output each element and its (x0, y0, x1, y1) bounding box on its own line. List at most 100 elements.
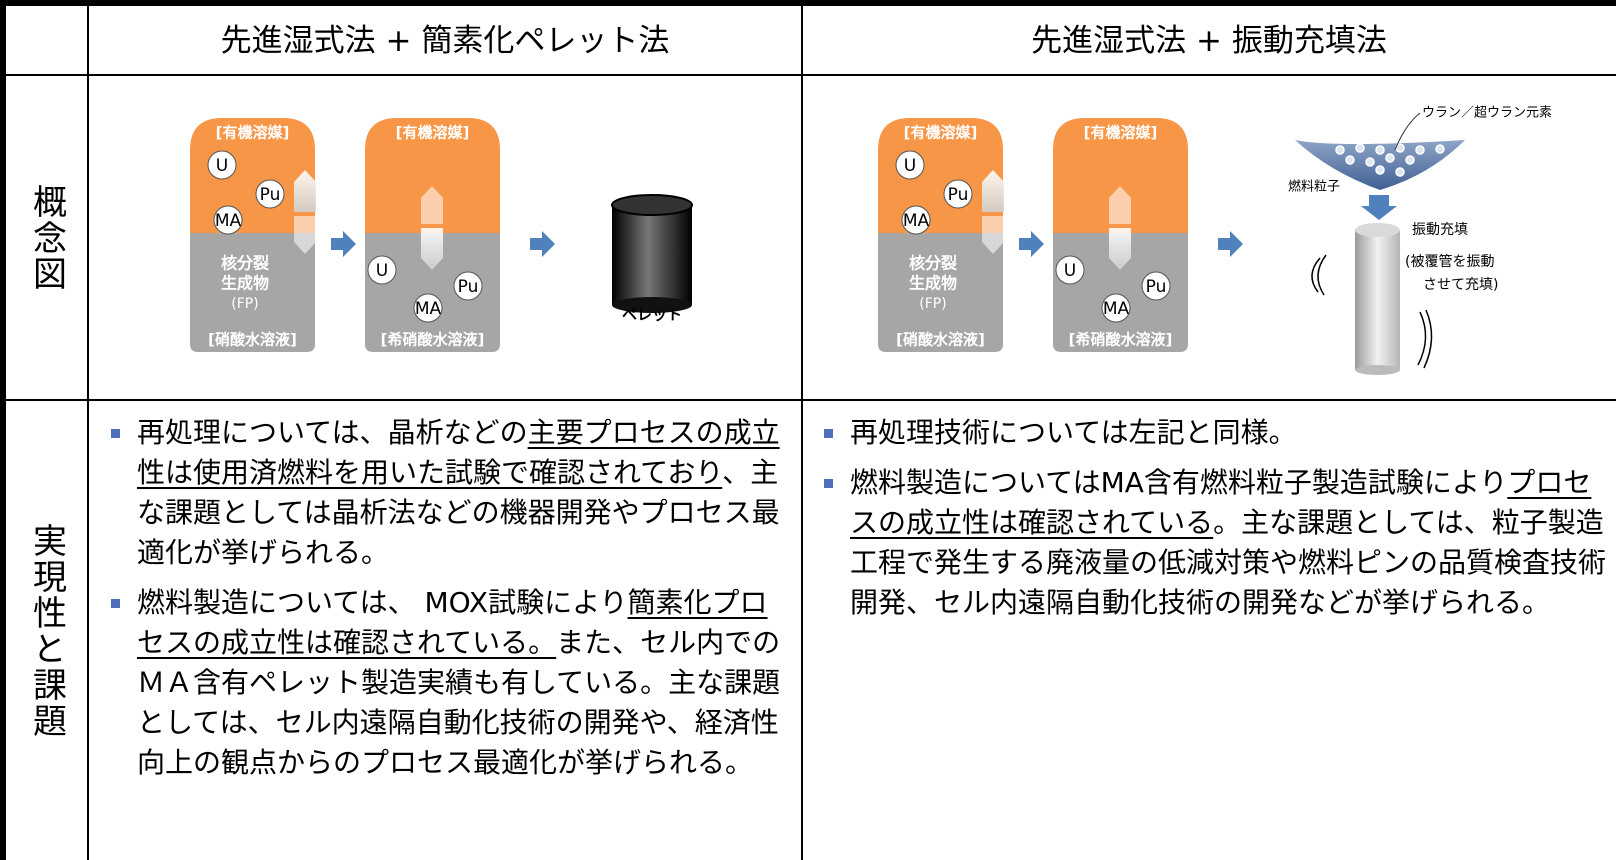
bullet-item: 再処理技術については左記と同様。 (818, 413, 1608, 453)
column-header: 先進湿式法 + 振動充填法 (1031, 23, 1387, 59)
fuel-particle (1385, 153, 1395, 163)
label: 振動充填 (1412, 222, 1468, 238)
element-particle (895, 150, 925, 180)
label: 生成物 (909, 274, 957, 293)
label: [希硝酸水溶液] (381, 331, 485, 349)
flow-arrow (1218, 231, 1243, 257)
element-particle (943, 179, 973, 209)
text: 。主な課題としては、粒子製造工程で発生する廃液量の低減対策や燃料ピンの品質検査技… (850, 506, 1607, 619)
fuel-particle (1375, 165, 1385, 175)
label: (被覆管を振動 (1405, 254, 1494, 270)
label: [硝酸水溶液] (208, 331, 297, 349)
underlined-text: 主要プロセスの成立性は使用済燃料を用いた試験で確認されており (137, 416, 780, 489)
transfer-indicator (1109, 186, 1131, 224)
bullet-item: 燃料製造についてはMA含有燃料粒子製造試験によりプロセスの成立性は確認されている… (818, 463, 1608, 623)
column-header: 先進湿式法 + 簡素化ペレット法 (220, 23, 670, 59)
fuel-particle (1395, 167, 1405, 177)
label: MA (1103, 299, 1130, 319)
element-particle (901, 205, 931, 235)
label: ペレット (622, 306, 682, 324)
label: Pu (458, 277, 479, 297)
bullet-item: 燃料製造については、 MOX試験により簡素化プロセスの成立性は確認されている。ま… (105, 583, 790, 783)
label: (FP) (919, 296, 946, 312)
element-particle (367, 255, 397, 285)
transfer-indicator (982, 170, 1004, 212)
label: 生成物 (221, 274, 269, 293)
transfer-indicator (421, 186, 443, 224)
fuel-particle (1435, 144, 1445, 154)
label: Pu (260, 185, 281, 205)
label: 核分裂 (909, 254, 958, 273)
pellet-top (611, 194, 693, 216)
label: MA (415, 299, 442, 319)
flow-arrow (1019, 231, 1044, 257)
element-particle (213, 205, 243, 235)
flow-arrow (331, 231, 356, 257)
label: 燃料粒子 (1288, 179, 1340, 195)
bullet-list: 再処理については、晶析などの主要プロセスの成立性は使用済燃料を用いた試験で確認さ… (105, 413, 790, 793)
label: U (216, 156, 228, 176)
bullet-list: 再処理技術については左記と同様。燃料製造についてはMA含有燃料粒子製造試験により… (818, 413, 1608, 633)
transfer-indicator (294, 170, 316, 212)
label: Pu (1146, 277, 1167, 297)
vibration-mark (1317, 254, 1327, 296)
label: MA (903, 211, 930, 231)
bullet-item: 再処理については、晶析などの主要プロセスの成立性は使用済燃料を用いた試験で確認さ… (105, 413, 790, 573)
fuel-particle (1355, 143, 1365, 153)
element-particle (453, 271, 483, 301)
text: 、主な課題としては晶析法などの機器開発やプロセス最適化が挙げられる。 (137, 456, 780, 569)
text: また、セル内でのＭＡ含有ペレット製造実績も有している。主な課題としては、セル内遠… (137, 626, 781, 779)
label: ウラン／超ウラン元素 (1422, 106, 1552, 121)
element-particle (413, 293, 443, 323)
underlined-text: プロセスの成立性は確認されている (850, 466, 1592, 539)
label: [有機溶媒] (904, 124, 978, 142)
element-particle (255, 179, 285, 209)
text: 燃料製造についてはMA含有燃料粒子製造試験により (850, 466, 1508, 499)
label: U (376, 261, 388, 281)
flow-arrow (530, 231, 555, 257)
row-label: 概念図 (26, 184, 67, 292)
transfer-indicator (421, 228, 443, 270)
element-particle (1055, 255, 1085, 285)
label: [有機溶媒] (396, 124, 470, 142)
text: 再処理については、晶析などの (137, 416, 528, 449)
cladding-tube-top (1355, 223, 1400, 237)
leader-line (1394, 112, 1421, 151)
vibration-mark (1423, 309, 1433, 369)
label: [有機溶媒] (216, 124, 290, 142)
label: (FP) (231, 296, 258, 312)
pellet (612, 205, 692, 305)
fuel-particle (1405, 155, 1415, 165)
aqueous-phase (190, 233, 315, 352)
organic-phase (365, 118, 500, 233)
element-particle (207, 150, 237, 180)
text: 再処理技術については左記と同様。 (850, 416, 1297, 449)
vibration-mark (1311, 257, 1321, 293)
pellet-bottom (612, 297, 692, 313)
transfer-indicator (982, 216, 1004, 254)
fuel-particle (1375, 145, 1385, 155)
aqueous-phase (878, 233, 1003, 352)
cladding-tube (1355, 230, 1400, 370)
label: [希硝酸水溶液] (1069, 331, 1173, 349)
underlined-text: 簡素化プロセスの成立性は確認されている。 (137, 586, 768, 659)
label: 核分裂 (221, 254, 270, 273)
element-particle (1141, 271, 1171, 301)
label: MA (215, 211, 242, 231)
fill-arrow (1361, 195, 1397, 220)
element-particle (1101, 293, 1131, 323)
label: させて充填) (1423, 277, 1498, 293)
label: Pu (948, 185, 969, 205)
label: [有機溶媒] (1084, 124, 1158, 142)
transfer-indicator (294, 216, 316, 254)
row-label: 実現性と課題 (26, 522, 67, 739)
text: 燃料製造については、 MOX試験により (137, 586, 628, 619)
fuel-particle (1345, 155, 1355, 165)
label: U (904, 156, 916, 176)
fuel-particle (1365, 157, 1375, 167)
cladding-tube-bottom (1355, 365, 1400, 375)
aqueous-phase (1053, 233, 1188, 352)
